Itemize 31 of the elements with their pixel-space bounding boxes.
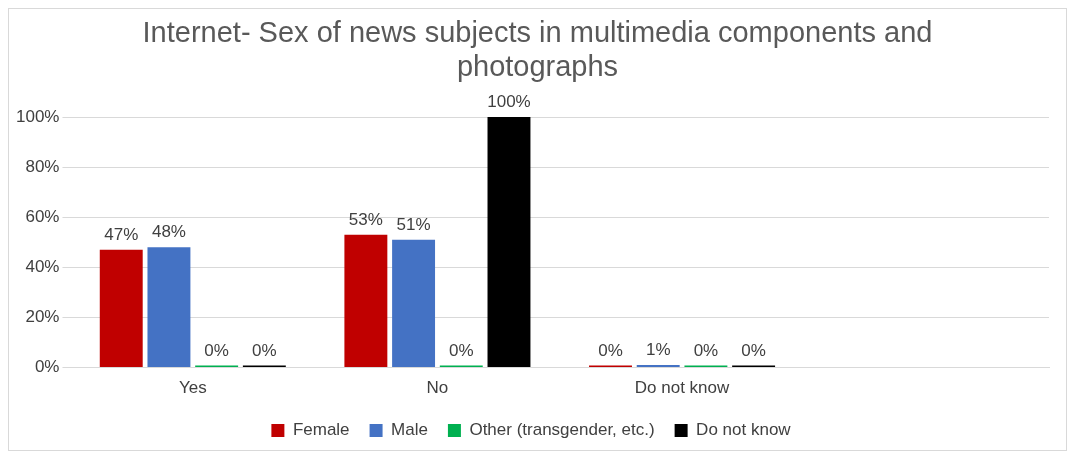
y-tick-label: 20% <box>25 307 60 327</box>
bar <box>344 234 388 368</box>
bar <box>147 247 191 368</box>
x-tick-label: No <box>426 378 449 398</box>
y-tick-label: 80% <box>25 156 60 176</box>
data-label: 0% <box>252 340 277 360</box>
data-label: 47% <box>104 225 139 245</box>
legend-label: Female <box>292 420 350 440</box>
y-tick-label: 60% <box>25 206 60 226</box>
chart-title: Internet- Sex of news subjects in multimedia components and photographs <box>141 15 934 84</box>
x-tick-label: Do not know <box>634 378 731 398</box>
bar <box>99 249 143 368</box>
legend-label: Do not know <box>696 420 792 440</box>
data-label: 0% <box>448 340 474 360</box>
data-label: 0% <box>598 340 623 360</box>
data-label: 100% <box>487 92 531 112</box>
y-tick-label: 0% <box>34 357 60 377</box>
legend-label: Other (transgender, etc.) <box>469 420 655 440</box>
y-tick-label: 40% <box>25 257 60 277</box>
data-label: 0% <box>204 340 229 360</box>
data-label: 53% <box>348 209 383 229</box>
bar <box>487 117 531 368</box>
legend-label: Male <box>391 420 428 440</box>
x-tick-label: Yes <box>178 378 207 398</box>
data-label: 1% <box>645 340 671 360</box>
data-label: 0% <box>693 340 719 360</box>
data-label: 48% <box>151 222 186 242</box>
bar <box>392 239 436 368</box>
data-label: 0% <box>741 340 766 360</box>
data-label: 51% <box>396 214 431 234</box>
y-tick-label: 100% <box>16 106 60 126</box>
